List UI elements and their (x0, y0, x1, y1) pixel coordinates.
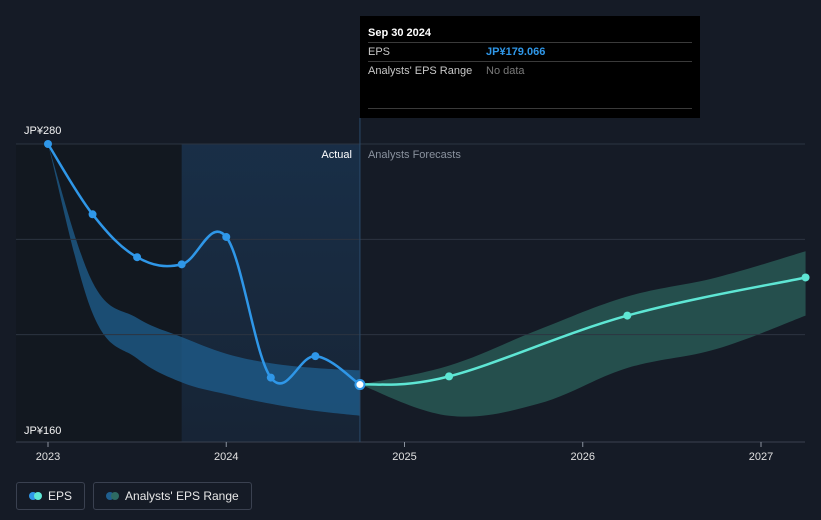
eps-point-actual-6 (311, 352, 320, 361)
x-tick-label-2027: 2027 (749, 451, 773, 463)
eps-point-actual-4 (222, 232, 231, 241)
tooltip-eps-row: EPS JP¥179.066 (368, 42, 692, 61)
tooltip-range-label: Analysts' EPS Range (368, 65, 473, 77)
chart-legend: EPS Analysts' EPS Range (16, 482, 252, 510)
eps-point-actual-1 (88, 210, 97, 219)
eps-lines (46, 142, 807, 386)
legend-range-label: Analysts' EPS Range (125, 489, 239, 503)
x-tick-label-2024: 2024 (214, 451, 238, 463)
range-band-past (48, 144, 360, 416)
eps-point-forecast-1 (445, 372, 454, 381)
region-label-forecast: Analysts Forecasts (368, 149, 461, 161)
tooltip-date: Sep 30 2024 (368, 27, 431, 39)
legend-range-button[interactable]: Analysts' EPS Range (93, 482, 252, 510)
eps-point-forecast-2 (623, 311, 632, 320)
tooltip-range-value: No data (486, 65, 525, 77)
eps-points (44, 140, 810, 391)
tooltip-eps-value: JP¥179.066 (486, 46, 546, 58)
legend-eps-label: EPS (48, 489, 73, 503)
x-tick-label-2023: 2023 (36, 451, 60, 463)
range-band-forecast (359, 251, 806, 417)
region-label-actual: Actual (321, 149, 352, 161)
hover-tooltip: Sep 30 2024 EPS JP¥179.066 Analysts' EPS… (360, 16, 700, 118)
eps-point-forecast-3 (801, 273, 810, 282)
x-tick-label-2025: 2025 (392, 451, 416, 463)
legend-eps-button[interactable]: EPS (16, 482, 86, 510)
tooltip-divider (368, 108, 692, 109)
y-top-label: JP¥280 (24, 125, 61, 137)
range-bands (16, 144, 806, 442)
tooltip-eps-label: EPS (368, 46, 391, 58)
eps-line-actual (46, 142, 362, 386)
eps-point-actual-2 (133, 253, 142, 262)
eps-point-actual-7 (354, 379, 366, 391)
eps-point-actual-3 (177, 260, 186, 269)
eps-swatch-icon (29, 492, 42, 500)
eps-point-actual-5 (266, 373, 275, 382)
eps-point-actual-0 (44, 140, 52, 148)
tooltip-range-row: Analysts' EPS Range No data (368, 61, 692, 80)
range-swatch-icon (106, 492, 120, 500)
eps-line-forecast (358, 276, 807, 386)
axis-labels: 2023 2024 2025 2026 2027 JP¥280 JP¥160 Actual An… (24, 125, 773, 463)
grid-lines (16, 118, 805, 447)
x-tick-label-2026: 2026 (571, 451, 595, 463)
y-bottom-label: JP¥160 (24, 425, 61, 437)
